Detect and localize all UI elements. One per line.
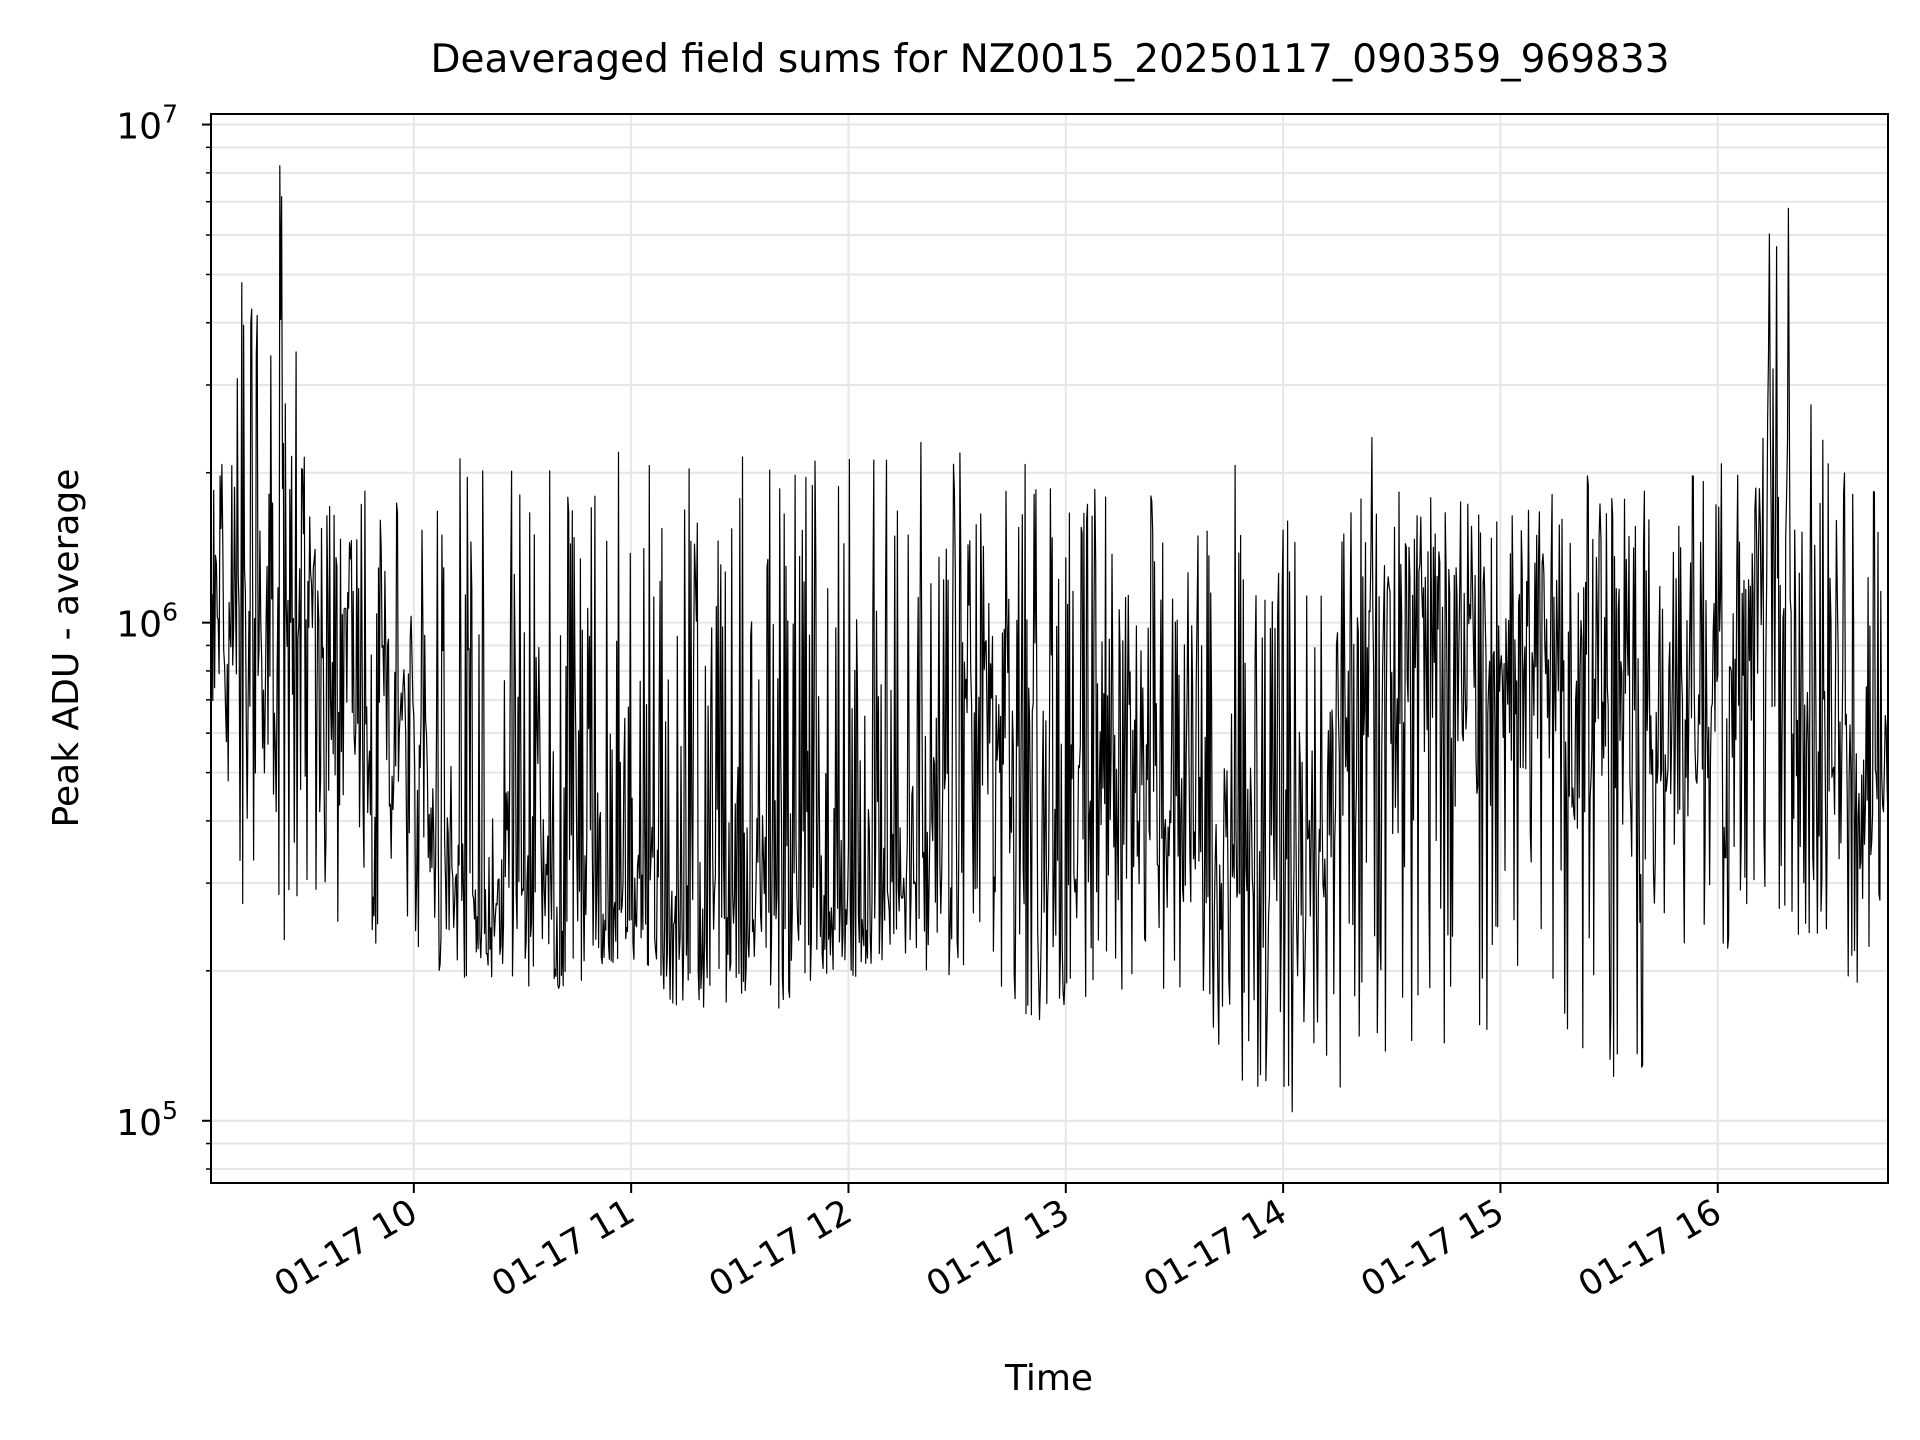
x-axis-label: Time <box>1004 1358 1093 1399</box>
y-tick-label-base: 10 <box>116 605 162 646</box>
x-tick-marks <box>412 1183 1719 1193</box>
y-tick-label: 105 <box>116 1096 178 1144</box>
y-tick-label-exponent: 5 <box>162 1096 178 1125</box>
y-tick-label: 107 <box>116 100 178 148</box>
y-tick-label-base: 10 <box>116 1103 162 1144</box>
y-tick-label-exponent: 7 <box>162 100 178 129</box>
plot-frame <box>210 113 1889 1184</box>
y-tick-label: 106 <box>116 598 178 646</box>
plot-area <box>210 113 1889 1184</box>
y-axis-label: Peak ADU - average <box>46 469 87 828</box>
chart-title: Deaveraged field sums for NZ0015_2025011… <box>430 37 1669 82</box>
series-line <box>211 165 1888 1113</box>
y-tick-marks <box>202 123 211 1170</box>
y-tick-label-exponent: 6 <box>162 598 178 627</box>
y-tick-label-base: 10 <box>116 107 162 148</box>
series-layer <box>211 165 1888 1113</box>
